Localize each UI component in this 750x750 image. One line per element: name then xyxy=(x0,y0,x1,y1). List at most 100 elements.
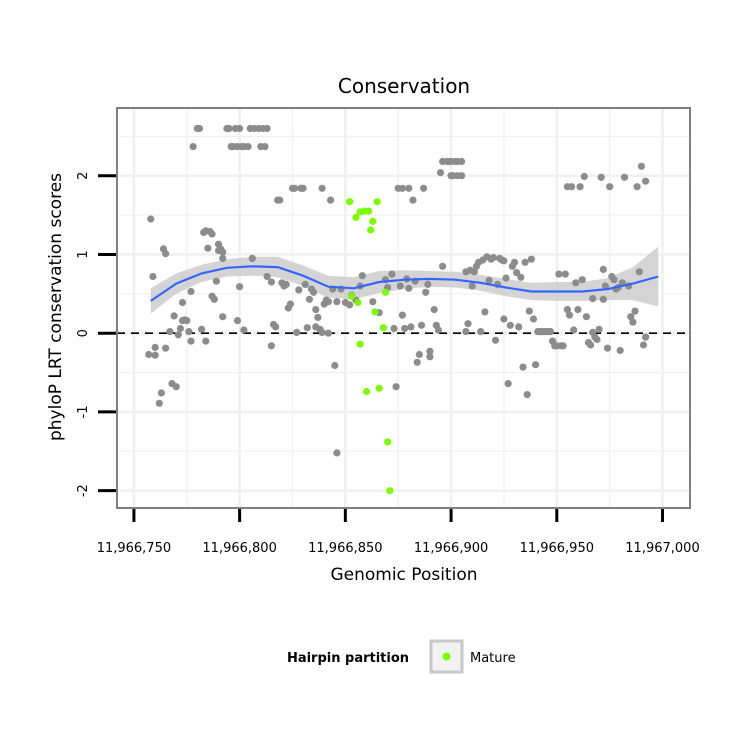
data-point xyxy=(642,333,650,341)
data-point xyxy=(282,280,290,288)
data-point xyxy=(603,344,612,352)
data-point xyxy=(563,306,572,314)
mature-point xyxy=(367,226,375,234)
data-point xyxy=(578,276,586,284)
data-point xyxy=(633,183,641,191)
legend-title: Hairpin partition xyxy=(287,651,409,666)
data-point xyxy=(263,124,271,133)
data-point xyxy=(485,276,493,284)
data-point xyxy=(286,300,294,308)
data-point xyxy=(610,276,618,284)
mature-point xyxy=(384,438,392,446)
data-point xyxy=(631,307,639,315)
data-point xyxy=(225,124,233,133)
data-point xyxy=(305,295,313,303)
data-point xyxy=(519,363,527,371)
y-tick-label: -2 xyxy=(76,484,91,497)
data-point xyxy=(525,307,533,315)
data-point xyxy=(195,124,204,133)
mature-point xyxy=(362,387,371,396)
data-point xyxy=(187,337,195,345)
data-point xyxy=(208,230,216,238)
data-point xyxy=(527,255,536,263)
x-axis-title: Genomic Position xyxy=(330,565,477,585)
smooth-line-layer xyxy=(150,265,659,302)
data-point xyxy=(599,265,607,273)
data-point xyxy=(574,306,582,314)
data-point xyxy=(426,347,434,355)
data-point xyxy=(582,313,591,321)
data-point xyxy=(318,328,326,336)
data-point xyxy=(529,315,538,323)
data-point xyxy=(570,326,578,334)
data-point xyxy=(176,324,184,333)
mature-point xyxy=(365,207,373,215)
data-point xyxy=(396,282,404,290)
chart-title: Conservation xyxy=(338,74,470,98)
data-point xyxy=(593,335,601,344)
data-point xyxy=(240,326,248,334)
data-point xyxy=(468,282,476,290)
data-point xyxy=(500,315,508,323)
x-tick-label: 11,966,850 xyxy=(308,541,382,556)
data-point xyxy=(606,183,614,191)
data-point xyxy=(481,308,489,316)
data-point xyxy=(462,328,470,336)
x-tick-label: 11,966,800 xyxy=(202,541,276,556)
data-point xyxy=(620,173,629,181)
data-point xyxy=(639,341,648,349)
mature-point xyxy=(386,487,394,495)
data-point xyxy=(263,272,271,281)
data-point xyxy=(312,306,320,314)
data-point xyxy=(187,287,195,296)
data-point xyxy=(248,254,256,262)
data-point xyxy=(185,328,193,336)
mature-point xyxy=(381,288,390,296)
data-point xyxy=(388,270,396,278)
data-point xyxy=(233,317,242,325)
data-point xyxy=(568,183,576,191)
points-layer xyxy=(145,124,650,495)
data-point xyxy=(477,328,485,336)
data-point xyxy=(561,270,569,278)
data-point xyxy=(502,274,510,282)
y-axis-title: phyloP LRT conservation scores xyxy=(46,173,66,441)
data-point xyxy=(627,313,635,321)
data-point xyxy=(219,248,227,256)
data-point xyxy=(555,270,563,278)
data-point xyxy=(272,323,280,331)
data-point xyxy=(409,196,417,204)
data-point xyxy=(597,173,605,181)
data-point xyxy=(276,196,284,204)
data-point xyxy=(595,325,603,333)
data-point xyxy=(324,298,332,306)
data-point xyxy=(616,346,624,355)
data-point xyxy=(212,277,220,285)
data-point xyxy=(436,169,445,177)
data-point xyxy=(589,295,597,303)
data-point xyxy=(629,318,637,326)
data-point xyxy=(162,250,170,258)
y-axis: -2 -1 0 1 2 xyxy=(76,172,116,497)
data-point xyxy=(489,254,497,262)
data-point xyxy=(267,278,275,286)
data-point xyxy=(565,311,574,319)
y-tick-label: 2 xyxy=(76,172,91,180)
data-point xyxy=(426,353,434,361)
data-point xyxy=(166,328,174,336)
data-point xyxy=(576,183,584,191)
data-point xyxy=(491,336,500,344)
data-point xyxy=(299,184,307,192)
data-point xyxy=(405,184,413,192)
grid-lines xyxy=(117,108,690,508)
data-point xyxy=(546,328,555,336)
data-point xyxy=(198,325,206,333)
data-point xyxy=(157,389,165,397)
x-axis: 11,966,750 11,966,800 11,966,850 11,966,900… xyxy=(97,509,700,556)
data-point xyxy=(510,258,519,266)
data-point xyxy=(324,329,332,337)
data-point xyxy=(219,254,227,262)
data-point xyxy=(424,280,432,288)
data-point xyxy=(293,328,301,336)
data-point xyxy=(413,358,421,366)
